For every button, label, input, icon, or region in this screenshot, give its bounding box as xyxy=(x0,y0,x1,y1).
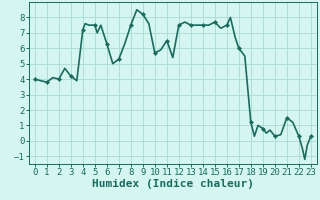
X-axis label: Humidex (Indice chaleur): Humidex (Indice chaleur) xyxy=(92,179,254,189)
